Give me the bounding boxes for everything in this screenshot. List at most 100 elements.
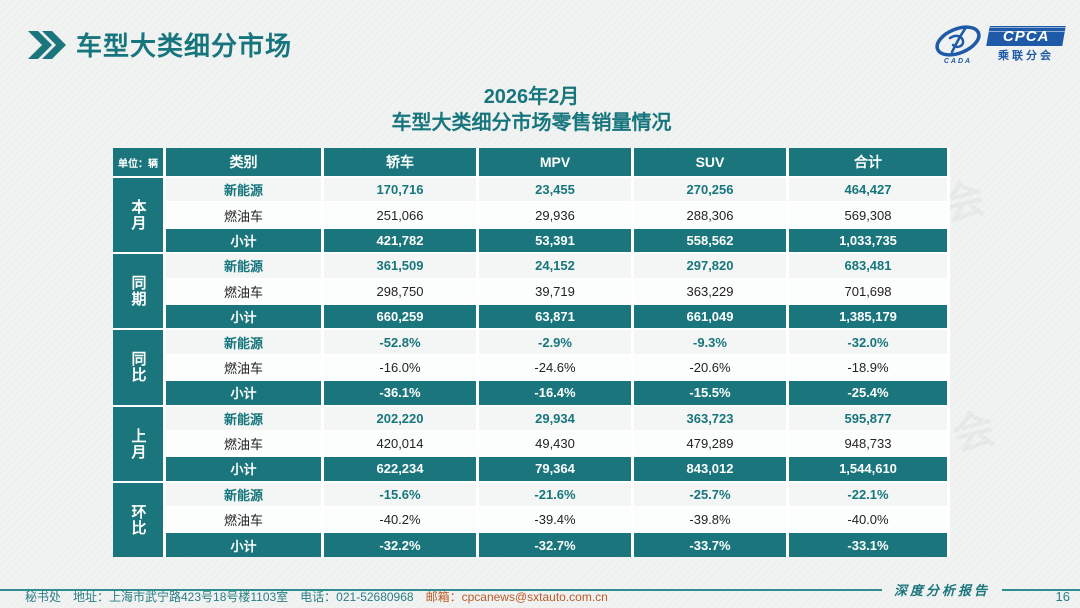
- row-label: 小计: [166, 457, 321, 481]
- table-cell: 298,750: [324, 279, 476, 303]
- table-cell: -52.8%: [324, 330, 476, 354]
- row-label: 小计: [166, 381, 321, 405]
- table-title-line1: 2026年2月: [483, 86, 580, 108]
- column-header-mpv: MPV: [479, 148, 631, 176]
- cpca-logo: CADA CPCA 乘联分会: [932, 24, 1066, 65]
- row-group-label: 同比: [113, 330, 163, 405]
- table-cell: 420,014: [324, 431, 476, 456]
- table-cell: 288,306: [634, 203, 786, 227]
- column-header-suv: SUV: [634, 148, 786, 176]
- footer-email: 邮箱：cpcanews@sxtauto.com.cn: [425, 590, 608, 604]
- table-cell: -16.0%: [324, 355, 476, 380]
- row-label: 小计: [166, 228, 321, 253]
- table-cell: 29,934: [479, 406, 631, 430]
- table-cell: 63,871: [479, 304, 631, 329]
- page-title: 车型大类细分市场: [76, 31, 293, 61]
- table-cell: -39.4%: [479, 508, 631, 532]
- column-header-category: 类别: [166, 148, 321, 176]
- cpca-emblem-icon: CADA: [932, 24, 984, 65]
- row-label: 新能源: [166, 178, 321, 202]
- table-cell: 948,733: [789, 431, 947, 456]
- table-cell: 24,152: [479, 254, 631, 278]
- table-cell: 558,562: [634, 228, 786, 253]
- double-chevron-icon: [28, 30, 66, 59]
- table-cell: -32.2%: [324, 533, 476, 557]
- column-header-sedan: 轿车: [324, 148, 476, 176]
- table-cell: 361,509: [324, 254, 476, 278]
- cada-label: CADA: [943, 58, 973, 65]
- table-cell: 1,033,735: [789, 228, 947, 253]
- footer-divider-line: [0, 588, 882, 591]
- footer-divider-line: [1002, 588, 1080, 591]
- table-cell: -15.6%: [324, 482, 476, 507]
- row-label: 新能源: [166, 254, 321, 278]
- table-cell: 595,877: [789, 406, 947, 430]
- table-cell: -39.8%: [634, 508, 786, 532]
- table-cell: 79,364: [479, 457, 631, 481]
- row-group-label: 环比: [113, 482, 163, 557]
- row-group-label: 上月: [113, 406, 163, 481]
- table-cell: -2.9%: [479, 330, 631, 354]
- table-cell: 297,820: [634, 254, 786, 278]
- table-cell: 701,698: [789, 279, 947, 303]
- row-label: 燃油车: [166, 355, 321, 380]
- table-cell: 49,430: [479, 431, 631, 456]
- table-cell: 683,481: [789, 254, 947, 278]
- table-cell: 661,049: [634, 304, 786, 329]
- table-cell: -20.6%: [634, 355, 786, 380]
- footer-contact-info: 秘书处 地址：上海市武宁路423号18号楼1103室 电话：021-526809…: [25, 588, 608, 605]
- table-cell: 622,234: [324, 457, 476, 481]
- row-label: 小计: [166, 304, 321, 329]
- footer-address: 秘书处 地址：上海市武宁路423号18号楼1103室 电话：021-526809…: [25, 590, 426, 604]
- row-group-label: 同期: [113, 254, 163, 329]
- cpca-wordmark: CPCA: [986, 26, 1066, 46]
- table-cell: 363,723: [634, 406, 786, 430]
- page-number: 16: [1055, 589, 1070, 604]
- row-label: 燃油车: [166, 431, 321, 456]
- table-cell: 39,719: [479, 279, 631, 303]
- table-cell: 251,066: [324, 203, 476, 227]
- table-cell: -40.2%: [324, 508, 476, 532]
- table-cell: -33.7%: [634, 533, 786, 557]
- row-label: 燃油车: [166, 508, 321, 532]
- slide-header: 车型大类细分市场: [28, 26, 292, 63]
- table-cell: -33.1%: [789, 533, 947, 557]
- row-label: 新能源: [166, 482, 321, 507]
- table-cell: -16.4%: [479, 381, 631, 405]
- table-cell: -22.1%: [789, 482, 947, 507]
- table-title: 2026年2月 车型大类细分市场零售销量情况: [113, 84, 950, 136]
- table-cell: 1,385,179: [789, 304, 947, 329]
- table-cell: 23,455: [479, 178, 631, 202]
- row-label: 新能源: [166, 406, 321, 430]
- row-group-label: 本月: [113, 178, 163, 253]
- table-cell: -21.6%: [479, 482, 631, 507]
- row-label: 新能源: [166, 330, 321, 354]
- table-cell: -32.7%: [479, 533, 631, 557]
- table-cell: -36.1%: [324, 381, 476, 405]
- table-cell: 202,220: [324, 406, 476, 430]
- row-label: 燃油车: [166, 279, 321, 303]
- table-cell: -25.7%: [634, 482, 786, 507]
- row-label: 燃油车: [166, 203, 321, 227]
- table-cell: -18.9%: [789, 355, 947, 380]
- table-cell: 660,259: [324, 304, 476, 329]
- table-cell: 29,936: [479, 203, 631, 227]
- row-label: 小计: [166, 533, 321, 557]
- table-cell: 843,012: [634, 457, 786, 481]
- table-cell: -24.6%: [479, 355, 631, 380]
- table-cell: 479,289: [634, 431, 786, 456]
- column-header-total: 合计: [789, 148, 947, 176]
- table-cell: 53,391: [479, 228, 631, 253]
- table-cell: 270,256: [634, 178, 786, 202]
- table-title-line2: 车型大类细分市场零售销量情况: [391, 112, 672, 134]
- cpca-chinese-label: 乘联分会: [998, 50, 1054, 62]
- table-cell: 170,716: [324, 178, 476, 202]
- sales-table: 单位：辆 类别 轿车 MPV SUV 合计 本月 新能源 170,716 23,…: [113, 148, 950, 557]
- table-cell: 464,427: [789, 178, 947, 202]
- table-cell: 363,229: [634, 279, 786, 303]
- table-cell: -25.4%: [789, 381, 947, 405]
- table-cell: -9.3%: [634, 330, 786, 354]
- unit-label: 单位：辆: [113, 148, 163, 176]
- table-cell: -15.5%: [634, 381, 786, 405]
- table-cell: -32.0%: [789, 330, 947, 354]
